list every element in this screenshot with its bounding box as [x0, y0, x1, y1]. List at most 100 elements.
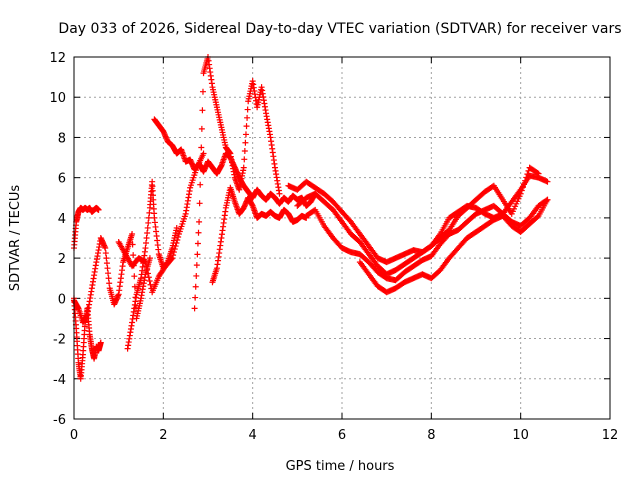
data-point — [175, 233, 182, 240]
series-sat-track-h — [209, 184, 310, 286]
data-point — [197, 163, 204, 170]
y-tick-label: 10 — [49, 91, 66, 106]
data-point — [192, 283, 199, 290]
data-point — [102, 245, 109, 252]
series-sat-track-l — [356, 196, 551, 296]
data-point — [191, 305, 198, 312]
data-point — [240, 164, 247, 171]
y-tick-label: 2 — [58, 252, 66, 267]
data-point — [518, 187, 525, 194]
data-point — [145, 219, 152, 226]
data-point — [173, 224, 180, 231]
data-point — [517, 190, 524, 197]
data-point — [95, 206, 102, 213]
series-sat-track-g — [191, 54, 283, 312]
data-point — [244, 114, 251, 121]
y-tick-label: -6 — [53, 413, 66, 428]
data-point — [147, 281, 154, 288]
data-point — [194, 240, 201, 247]
data-point — [276, 190, 283, 197]
series-sat-track-d — [115, 150, 207, 296]
chart-title: Day 033 of 2026, Sidereal Day-to-day VTE… — [58, 21, 621, 37]
x-tick-label: 2 — [159, 428, 167, 443]
data-point — [130, 252, 137, 259]
series-sat-track-e — [124, 178, 180, 352]
series-sat-track-k — [303, 196, 551, 284]
data-point — [192, 294, 199, 301]
x-tick-label: 0 — [70, 428, 78, 443]
x-tick-label: 10 — [512, 428, 529, 443]
data-point — [198, 125, 205, 132]
data-point — [241, 148, 248, 155]
data-point — [105, 275, 112, 282]
data-point — [144, 270, 151, 277]
data-point — [242, 139, 249, 146]
data-point — [104, 265, 111, 272]
x-tick-label: 6 — [338, 428, 346, 443]
data-point — [106, 280, 113, 287]
data-point — [522, 177, 529, 184]
tick-layer: 0 2 4 6 8 10 12 -6 -4 -2 0 2 4 6 8 10 12 — [49, 51, 618, 443]
data-point — [194, 251, 201, 258]
data-point — [97, 339, 104, 346]
y-tick-label: 8 — [58, 131, 66, 146]
data-point — [195, 229, 202, 236]
data-point — [523, 174, 530, 181]
data-point — [129, 241, 136, 248]
data-point — [534, 169, 541, 176]
y-tick-label: -2 — [53, 333, 66, 348]
data-point — [145, 274, 152, 281]
data-point — [534, 213, 541, 220]
data-point — [243, 123, 250, 130]
data-point — [524, 171, 531, 178]
data-point — [146, 277, 153, 284]
data-point — [521, 180, 528, 187]
x-tick-label: 12 — [602, 428, 619, 443]
data-point — [196, 200, 203, 207]
data-point — [103, 260, 110, 267]
x-tick-label: 4 — [249, 428, 257, 443]
data-point — [198, 144, 205, 151]
data-point — [199, 88, 206, 95]
data-point — [519, 184, 526, 191]
data-point — [544, 196, 551, 203]
y-tick-label: 12 — [49, 51, 66, 66]
data-point — [199, 107, 206, 114]
data-point — [142, 245, 149, 252]
data-point — [535, 170, 542, 177]
data-point — [196, 218, 203, 225]
data-point — [129, 230, 136, 237]
series-sat-track-a — [71, 204, 102, 252]
data-point — [145, 214, 152, 221]
data-point — [193, 272, 200, 279]
plot-frame — [73, 56, 611, 420]
data-point — [105, 270, 112, 277]
data-point — [143, 235, 150, 241]
data-point — [131, 273, 138, 280]
data-point — [193, 262, 200, 269]
data-point — [144, 266, 151, 273]
data-point — [144, 224, 151, 231]
x-tick-label: 8 — [427, 428, 435, 443]
data-point — [102, 250, 109, 257]
grid-layer — [74, 57, 610, 419]
y-tick-label: -4 — [53, 373, 66, 388]
x-axis-label: GPS time / hours — [286, 459, 395, 474]
data-point — [197, 181, 204, 188]
y-tick-label: 4 — [58, 212, 66, 227]
data-point — [103, 255, 110, 262]
data-point — [242, 131, 249, 138]
data-point — [143, 262, 150, 269]
data-point — [144, 229, 151, 236]
data-point — [241, 156, 248, 163]
y-tick-label: 0 — [58, 292, 66, 307]
data-point — [544, 178, 551, 185]
data-point — [244, 106, 251, 113]
y-axis-label: SDTVAR / TECUs — [8, 185, 23, 292]
y-tick-label: 6 — [58, 172, 66, 187]
data-point — [146, 255, 153, 262]
data-point — [200, 150, 207, 157]
data-point — [143, 240, 150, 247]
data-points — [71, 54, 551, 382]
